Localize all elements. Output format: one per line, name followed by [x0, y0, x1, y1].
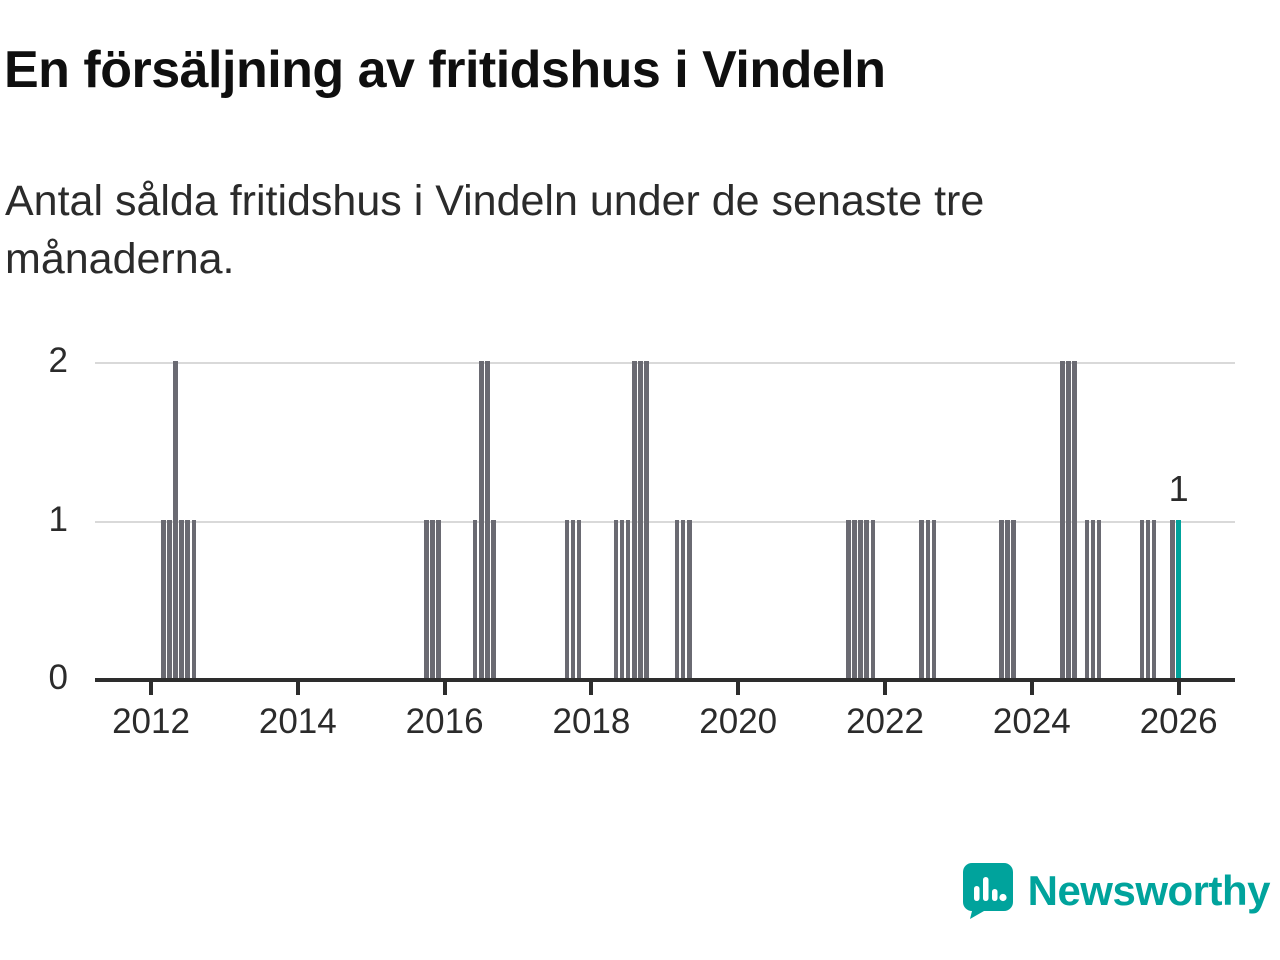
bar-2025-09 [1151, 519, 1157, 678]
bar-2016-08 [485, 361, 490, 678]
newsworthy-logo: Newsworthy [962, 862, 1271, 920]
bar-2017-10 [570, 519, 576, 678]
bar-2024-11 [1090, 519, 1096, 678]
x-tick-label-2022: 2022 [846, 702, 924, 741]
x-tick-2020 [736, 680, 741, 695]
bar-2024-07 [1066, 361, 1071, 678]
gridline-1 [95, 520, 1235, 523]
bar-2021-11 [870, 519, 876, 678]
x-tick-label-2020: 2020 [699, 702, 778, 741]
bar-2024-06 [1060, 361, 1065, 678]
bar-2021-10 [864, 519, 869, 678]
bar-2019-03 [674, 519, 680, 678]
bar-2012-05 [173, 361, 178, 678]
bar-2024-12 [1096, 519, 1102, 678]
chart-subtitle: Antal sålda fritidshus i Vindeln under d… [5, 172, 1185, 288]
chart-subtitle-line-2: månaderna. [5, 235, 235, 283]
bar-2015-10 [423, 519, 429, 678]
y-tick-label-0: 0 [48, 658, 68, 697]
bar-2024-10 [1084, 519, 1090, 678]
chart-subtitle-line-1: Antal sålda fritidshus i Vindeln under d… [5, 177, 985, 225]
x-axis [95, 678, 1235, 682]
x-tick-2022 [883, 680, 888, 695]
y-tick-label-1: 1 [48, 499, 68, 539]
bar-2018-09 [638, 361, 643, 678]
bar-2018-08 [631, 361, 637, 678]
bar-2016-06 [472, 519, 478, 678]
bar-2024-08 [1072, 361, 1077, 678]
x-tick-2014 [295, 680, 300, 695]
bar-2026-01 [1176, 519, 1181, 678]
x-tick-2012 [149, 680, 153, 695]
x-tick-label-2024: 2024 [992, 702, 1071, 741]
bar-2012-06 [179, 519, 184, 678]
bar-2018-10 [644, 361, 649, 678]
bar-2021-07 [846, 519, 851, 678]
bar-2015-12 [436, 519, 441, 678]
chart-title: En försäljning av fritidshus i Vindeln [4, 41, 886, 99]
last-value-label: 1 [1168, 468, 1189, 509]
bar-2016-09 [491, 519, 496, 678]
x-tick-label-2026: 2026 [1139, 702, 1218, 741]
x-tick-2024 [1029, 680, 1034, 695]
bar-2018-06 [619, 519, 625, 678]
x-tick-label-2016: 2016 [405, 702, 484, 741]
x-tick-label-2014: 2014 [258, 702, 337, 741]
bar-2021-09 [858, 519, 863, 678]
bar-2023-08 [998, 519, 1004, 678]
bar-2018-05 [613, 519, 619, 678]
bar-2017-11 [576, 519, 582, 678]
bar-2022-07 [919, 519, 925, 678]
y-tick-label-2: 2 [48, 341, 68, 380]
x-tick-2018 [589, 680, 594, 695]
bar-2018-07 [625, 519, 631, 678]
x-tick-label-2012: 2012 [112, 702, 190, 741]
bar-2019-05 [686, 519, 692, 678]
bar-2021-08 [852, 519, 857, 678]
bar-2012-07 [185, 519, 190, 678]
bar-2012-03 [160, 519, 166, 678]
x-tick-2026 [1176, 680, 1181, 695]
bar-2017-09 [564, 519, 570, 678]
gridline-2 [95, 362, 1235, 364]
bar-2016-07 [479, 361, 484, 678]
bar-2025-12 [1170, 519, 1175, 678]
bar-2019-04 [680, 519, 686, 678]
bar-2025-08 [1145, 519, 1151, 678]
bar-2022-09 [931, 519, 937, 678]
bar-2015-11 [430, 519, 435, 678]
newsworthy-logo-icon [962, 862, 1014, 920]
newsworthy-logo-text: Newsworthy [1027, 867, 1271, 914]
bar-2025-07 [1139, 519, 1145, 678]
bar-2023-10 [1011, 519, 1016, 678]
bar-2022-08 [925, 519, 931, 678]
x-tick-2016 [442, 680, 447, 695]
x-tick-label-2018: 2018 [552, 702, 631, 741]
bar-2012-08 [191, 519, 197, 678]
bar-2012-04 [167, 519, 172, 678]
bar-2023-09 [1005, 519, 1010, 678]
